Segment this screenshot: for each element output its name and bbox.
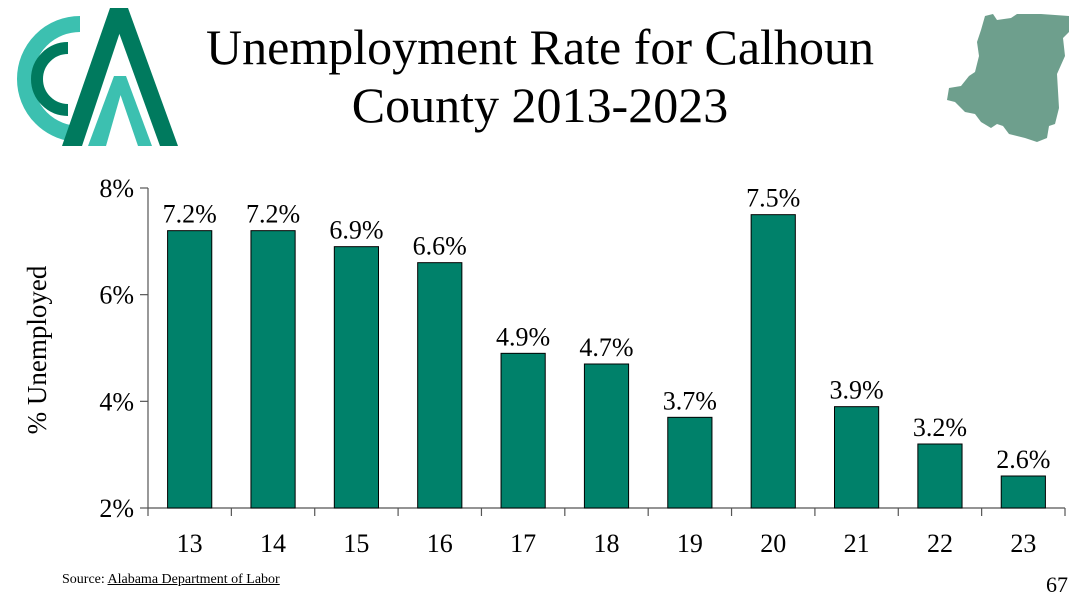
calhoun-logo-icon	[17, 8, 178, 146]
source-prefix: Source:	[62, 572, 108, 587]
data-label-23: 2.6%	[996, 445, 1050, 474]
page-number: 67	[1046, 572, 1068, 597]
logo-peak-right	[110, 8, 178, 146]
bar-18	[583, 363, 630, 509]
x-tick-label-13: 13	[177, 529, 203, 558]
bar-21	[833, 406, 880, 509]
x-tick-label-14: 14	[260, 529, 286, 558]
bar-14	[250, 230, 296, 509]
bar-16	[417, 262, 463, 509]
logo-inner-peak-right	[114, 76, 152, 146]
x-tick-label-16: 16	[427, 529, 453, 558]
logo-peak-left	[62, 8, 128, 146]
bar-22	[917, 443, 963, 509]
bar-23	[1000, 475, 1046, 509]
x-tick-label-15: 15	[343, 529, 369, 558]
data-label-15: 6.9%	[329, 216, 383, 245]
x-tick-label-22: 22	[927, 529, 953, 558]
data-label-13: 7.2%	[163, 200, 217, 229]
data-label-16: 6.6%	[413, 232, 467, 261]
logo-inner-peak-left	[88, 76, 126, 146]
y-axis-label: % Unemployed	[22, 265, 52, 434]
y-tick-label: 2%	[99, 494, 134, 523]
y-tick-label: 8%	[99, 174, 134, 203]
chart-tick-labels: 2% 4% 6% 8% 13 14 15 16 17 18 19 20 21 22 23	[99, 174, 1036, 558]
y-tick-label: 6%	[99, 281, 134, 310]
data-label-14: 7.2%	[246, 200, 300, 229]
logo-outer-c	[17, 16, 81, 142]
x-tick-label-18: 18	[594, 529, 620, 558]
data-label-18: 4.7%	[579, 333, 633, 362]
title-line-1: Unemployment Rate for Calhoun	[206, 19, 874, 75]
bar-17	[500, 352, 546, 509]
bar-13	[167, 230, 213, 509]
x-tick-label-17: 17	[510, 529, 536, 558]
data-label-22: 3.2%	[913, 413, 967, 442]
logo-inner-c	[31, 42, 69, 116]
bar-chart: % Unemployed 7.2% 7.2% 6.9% 6.6% 4.9% 4.7% 3.7…	[22, 174, 1066, 558]
data-label-21: 3.9%	[830, 376, 884, 405]
data-label-17: 4.9%	[496, 322, 550, 351]
bar-19	[667, 416, 713, 509]
x-tick-label-23: 23	[1010, 529, 1036, 558]
x-tick-label-20: 20	[760, 529, 786, 558]
chart-bars	[167, 214, 1046, 509]
chart-data-labels: 7.2% 7.2% 6.9% 6.6% 4.9% 4.7% 3.7% 7.5% 3.9% 3.2%…	[163, 184, 1051, 474]
y-tick-label: 4%	[99, 387, 134, 416]
x-tick-label-21: 21	[844, 529, 870, 558]
data-label-20: 7.5%	[746, 184, 800, 213]
source-link[interactable]: Alabama Department of Labor	[107, 572, 280, 587]
x-tick-label-19: 19	[677, 529, 703, 558]
slide-title: Unemployment Rate for Calhoun County 201…	[170, 18, 910, 134]
title-line-2: County 2013-2023	[351, 77, 729, 133]
bar-15	[333, 246, 380, 509]
source-note: Source: Alabama Department of Labor	[62, 572, 280, 588]
bar-20	[750, 214, 796, 509]
data-label-19: 3.7%	[663, 386, 717, 415]
county-shape	[947, 14, 1069, 142]
calhoun-county-map-icon	[947, 14, 1069, 142]
